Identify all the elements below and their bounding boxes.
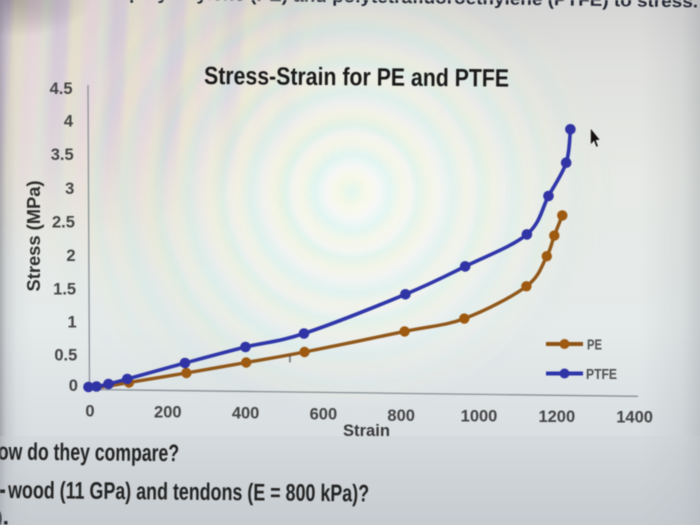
svg-text:1.5: 1.5 <box>53 281 76 299</box>
svg-text:0: 0 <box>85 402 94 420</box>
svg-text:of polyethylene (PE) and polyt: of polyethylene (PE) and polytetrafluoro… <box>106 0 698 11</box>
svg-text:).: ). <box>0 504 9 525</box>
svg-text:How do they compare?: How do they compare? <box>0 438 179 467</box>
svg-text:Stress (MPa): Stress (MPa) <box>24 181 44 292</box>
svg-text:400: 400 <box>232 404 260 422</box>
svg-text:PTFE: PTFE <box>586 367 617 383</box>
svg-text:1400: 1400 <box>616 408 653 426</box>
svg-text:Stress-Strain for PE and PTFE: Stress-Strain for PE and PTFE <box>204 62 509 93</box>
svg-text:Strain: Strain <box>343 421 390 440</box>
svg-text:1200: 1200 <box>538 408 575 426</box>
svg-text:3.5: 3.5 <box>51 146 74 164</box>
svg-text:0.5: 0.5 <box>54 347 77 365</box>
svg-text:200: 200 <box>154 403 182 421</box>
svg-text:0: 0 <box>69 377 78 395</box>
svg-text:PE: PE <box>587 338 602 354</box>
svg-text:2.5: 2.5 <box>52 214 75 232</box>
svg-text:800: 800 <box>387 407 415 425</box>
svg-text:4.5: 4.5 <box>50 80 73 98</box>
svg-text:2: 2 <box>66 247 75 265</box>
svg-text:wood (11 GPa) and tendons (E =: wood (11 GPa) and tendons (E = 800 kPa)? <box>7 477 369 507</box>
svg-text:1000: 1000 <box>461 408 498 426</box>
svg-text:4: 4 <box>64 113 74 131</box>
svg-text:3: 3 <box>65 180 74 198</box>
svg-text:1: 1 <box>68 314 77 332</box>
svg-text:600: 600 <box>310 406 338 424</box>
